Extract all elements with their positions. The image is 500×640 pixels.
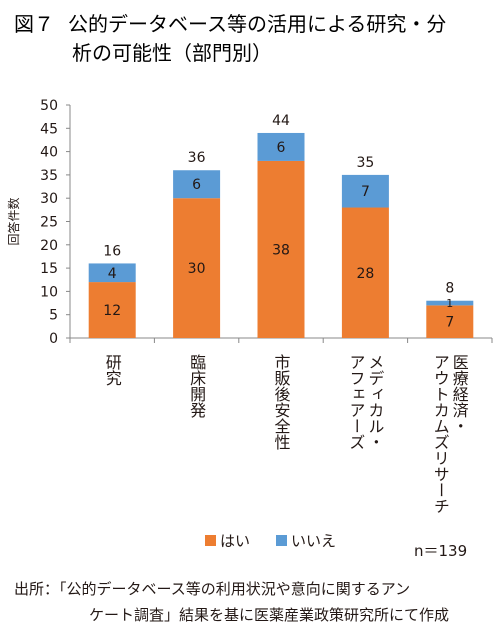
data-label-no-0: 4: [108, 266, 117, 282]
legend-label-yes: はい: [220, 532, 251, 550]
x-category-label-4-1: アウトカムズリサーチ: [431, 354, 450, 514]
bar-yes-3: [341, 207, 389, 338]
bar-no-2: [257, 132, 305, 161]
y-tick-label: 10: [40, 284, 58, 300]
data-label-no-2: 6: [277, 140, 286, 156]
total-label-2: 44: [272, 113, 290, 129]
bar-no-3: [341, 174, 389, 208]
source-line2: ケート調査」結果を基に医薬産業政策研究所にて作成: [89, 606, 450, 624]
total-label-1: 36: [188, 150, 206, 166]
data-label-yes-1: 30: [188, 261, 206, 277]
stacked-bar-chart: 05101520253035404550回答件数12416研究30636臨床開発…: [6, 98, 493, 514]
x-category-label-3-0: メディカル・: [365, 354, 384, 450]
bar-yes-4: [426, 305, 474, 338]
sample-size-note: n＝139: [414, 542, 468, 560]
bar-yes-2: [257, 160, 305, 338]
y-tick-label: 40: [40, 145, 58, 161]
y-tick-label: 0: [49, 331, 58, 347]
data-label-no-3: 7: [361, 184, 370, 200]
total-label-3: 35: [356, 155, 374, 171]
bar-yes-0: [88, 282, 136, 338]
source-line1: 出所：「公的データベース等の利用状況や意向に関するアン: [14, 580, 411, 598]
legend-item-no: いいえ: [276, 530, 336, 551]
data-label-no-4: 1: [446, 297, 453, 310]
y-tick-label: 30: [40, 191, 58, 207]
figure-title-line2: 析の可能性（部門別）: [72, 41, 272, 65]
y-axis-title: 回答件数: [6, 197, 21, 245]
data-label-no-1: 6: [192, 177, 201, 193]
figure-title-line1: 公的データベース等の活用による研究・分: [68, 12, 447, 36]
data-label-yes-4: 7: [445, 315, 454, 331]
y-tick-label: 20: [40, 238, 58, 254]
data-label-yes-0: 12: [103, 303, 121, 319]
total-label-0: 16: [103, 243, 121, 259]
y-tick-label: 35: [40, 168, 58, 184]
x-category-label-2-0: 市販後安全性: [272, 354, 291, 450]
bar-no-1: [173, 170, 221, 199]
x-category-label-1-0: 臨床開発: [187, 354, 206, 419]
y-tick-label: 50: [40, 98, 58, 114]
chart-legend: はい いいえ: [205, 530, 336, 551]
bar-no-0: [88, 263, 136, 283]
figure-label: 図７: [14, 12, 54, 36]
bar-yes-1: [173, 198, 221, 338]
data-label-yes-3: 28: [356, 266, 374, 282]
data-label-yes-2: 38: [272, 242, 290, 258]
bar-no-4: [426, 300, 474, 306]
x-category-label-4-0: 医療経済・: [450, 354, 469, 434]
y-tick-label: 45: [40, 121, 58, 137]
legend-item-yes: はい: [205, 530, 250, 551]
legend-swatch-yes: [205, 535, 216, 546]
y-tick-label: 5: [49, 308, 58, 324]
x-category-label-3-1: アフェアーズ: [346, 354, 365, 450]
source-note: 出所：「公的データベース等の利用状況や意向に関するアン ケート調査」結果を基に医…: [14, 576, 494, 628]
y-tick-label: 15: [40, 261, 58, 277]
x-category-label-0-0: 研究: [103, 354, 122, 386]
figure-title: 図７ 公的データベース等の活用による研究・分 析の可能性（部門別）: [14, 10, 490, 68]
total-label-4: 8: [445, 281, 454, 297]
y-tick-label: 25: [40, 215, 58, 231]
legend-swatch-no: [276, 535, 288, 546]
legend-label-no: いいえ: [291, 532, 337, 550]
